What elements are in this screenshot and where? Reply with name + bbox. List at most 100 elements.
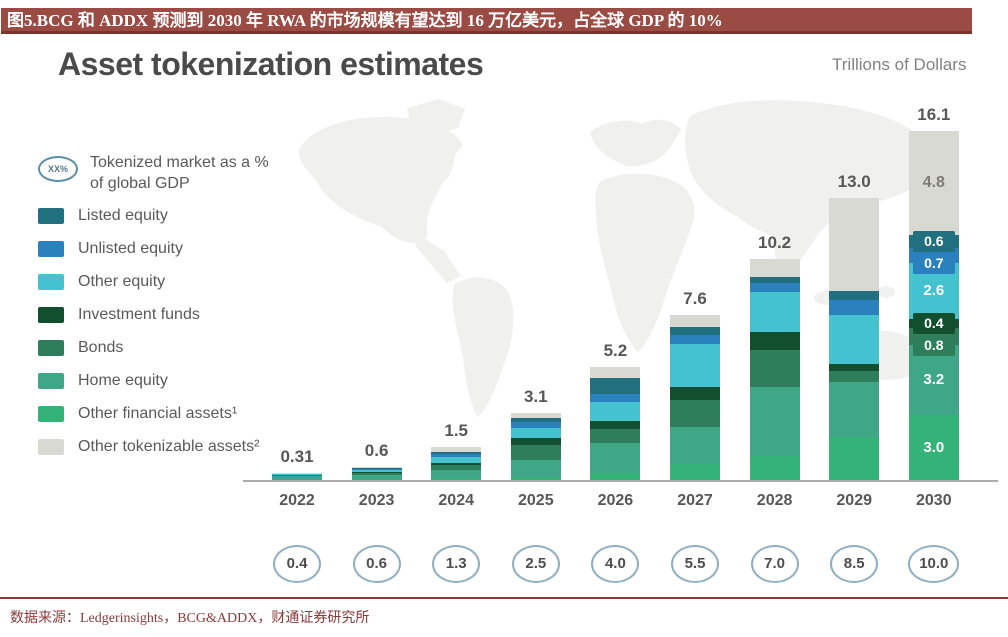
bar-segment-home_equity — [431, 470, 482, 478]
bar-segment-other_financial — [351, 478, 402, 480]
bar-segment-other_equity — [590, 401, 641, 422]
legend-item-other_financial: Other financial assets¹ — [38, 405, 278, 422]
year-label-2030: 2030 — [916, 492, 952, 509]
bar-segment-unlisted_equity — [351, 468, 402, 470]
gdp-percent-oval-2027: 5.5 — [655, 545, 735, 583]
bar-segment-other_financial — [749, 456, 800, 480]
bar-segment-unlisted_equity — [670, 335, 720, 344]
chart-title: Asset tokenization estimates — [58, 46, 484, 82]
gdp-percent-oval-2029: 8.5 — [814, 545, 894, 583]
legend-item-other_tokenizable: Other tokenizable assets² — [38, 438, 278, 455]
segment-value-label: 3.2 — [923, 371, 945, 389]
bar-segment-other_tokenizable — [272, 473, 322, 474]
bar-segment-other_tokenizable — [749, 258, 800, 278]
bar-segment-other_equity — [829, 315, 880, 364]
bar-segment-investment_funds — [431, 462, 482, 465]
segment-value-label: 2.6 — [923, 282, 945, 299]
bar-segment-bonds — [431, 464, 482, 471]
legend-item-label: Other equity — [78, 273, 166, 290]
bar-segment-unlisted_equity — [749, 282, 800, 293]
bar-segment-other_financial — [510, 476, 561, 480]
bar-segment-bonds — [272, 475, 322, 477]
bar-segment-home_equity — [670, 427, 720, 464]
bar-segment-other_equity — [431, 457, 482, 463]
bar-segment-investment_funds — [590, 421, 641, 429]
bar-total-label: 5.2 — [603, 341, 628, 361]
legend-swatch-icon — [38, 274, 64, 290]
legend: XX% Tokenized market as a % of global GD… — [38, 152, 278, 472]
bar-2026 — [590, 367, 641, 480]
year-label-2028: 2028 — [756, 492, 793, 509]
segment-value-label: 4.8 — [922, 173, 945, 191]
gdp-percent-value: 8.5 — [830, 545, 879, 583]
legend-item-label: Listed equity — [78, 207, 168, 224]
bar-total-label: 10.2 — [758, 232, 792, 252]
legend-swatch-icon — [38, 307, 64, 323]
bar-segment-bonds — [749, 349, 800, 387]
bar-segment-home_equity — [272, 476, 322, 480]
bar-segment-home_equity — [749, 386, 800, 457]
bar-2024 — [431, 447, 482, 480]
bar-2025 — [510, 412, 561, 480]
bar-segment-bonds — [510, 445, 561, 461]
gdp-percent-oval-2026: 4.0 — [575, 545, 655, 583]
x-axis-year-labels: 2022 2023 2024 2025 2026 2027 2028 2029 2030 — [0, 492, 1008, 512]
bar-segment-other_tokenizable — [670, 315, 720, 328]
bar-segment-unlisted_equity — [590, 394, 641, 402]
bar-segment-other_financial — [431, 477, 482, 480]
legend-item-label: Other tokenizable assets² — [78, 438, 260, 455]
segment-value-badge: 0.4 — [912, 313, 955, 335]
year-label-2023: 2023 — [358, 492, 395, 509]
footer-divider — [0, 597, 1008, 599]
segment-value-label: 3.0 — [923, 438, 945, 456]
bar-2027 — [670, 315, 720, 480]
legend-swatch-icon — [38, 406, 64, 422]
bar-segment-other_financial — [590, 473, 641, 480]
units-label: Trillions of Dollars — [832, 55, 967, 74]
bar-segment-other_tokenizable — [431, 447, 482, 452]
bar-total-label: 16.1 — [917, 104, 951, 124]
bar-segment-investment_funds — [829, 363, 880, 372]
bar-segment-other_equity — [272, 474, 322, 475]
legend-swatch-icon — [38, 373, 64, 389]
legend-item-home_equity: Home equity — [38, 372, 278, 389]
legend-item-label: Unlisted equity — [78, 240, 183, 257]
bar-segment-bonds — [829, 371, 880, 383]
bar-total-label: 3.1 — [523, 386, 548, 406]
bar-2023 — [351, 466, 402, 480]
bar-segment-other_tokenizable — [590, 367, 641, 379]
segment-value-badge: 0.6 — [912, 230, 955, 252]
report-title-bar: 图5.BCG 和 ADDX 预测到 2030 年 RWA 的市场规模有望达到 1… — [1, 8, 972, 34]
legend-item-label: Investment funds — [78, 306, 200, 323]
legend-item-bonds: Bonds — [38, 339, 278, 356]
legend-item-other_equity: Other equity — [38, 273, 278, 290]
legend-item-label: Bonds — [78, 339, 124, 356]
year-label-2022: 2022 — [279, 492, 315, 509]
gdp-percent-oval-2025: 2.5 — [496, 545, 576, 583]
bar-segment-listed_equity — [749, 277, 800, 283]
bar-segment-other_tokenizable — [829, 197, 880, 292]
legend-item-investment_funds: Investment funds — [38, 306, 278, 323]
gdp-percent-oval-2030: 10.0 — [894, 545, 974, 583]
bar-segment-other_equity — [351, 469, 402, 472]
bar-segment-listed_equity — [351, 468, 402, 469]
data-source-note: 数据来源：Ledgerinsights，BCG&ADDX，财通证券研究所 — [10, 611, 370, 626]
year-label-2027: 2027 — [677, 492, 713, 509]
bar-segment-listed_equity — [829, 291, 880, 300]
gdp-percent-value: 1.3 — [432, 545, 481, 583]
gdp-percent-value: 0.4 — [273, 545, 321, 583]
bar-segment-other_financial — [908, 414, 959, 480]
bar-segment-other_tokenizable — [510, 412, 561, 418]
gdp-percent-ovals-row: 0.4 0.6 1.3 2.5 4.0 5.5 7.0 8.5 10.0 — [0, 545, 1008, 589]
bar-segment-listed_equity — [431, 451, 482, 454]
gdp-percent-value: 5.5 — [671, 545, 719, 583]
bar-segment-other_equity — [670, 343, 720, 388]
gdp-percent-value: 7.0 — [750, 545, 799, 583]
bar-segment-listed_equity — [670, 327, 720, 336]
segment-value-badge: 0.8 — [912, 335, 955, 357]
legend-swatch-icon — [38, 208, 64, 224]
bar-2029 — [829, 197, 880, 480]
gdp-marker-label: Tokenized market as a % of global GDP — [90, 154, 269, 192]
gdp-percent-oval-2024: 1.3 — [416, 545, 496, 583]
year-label-2026: 2026 — [597, 492, 634, 509]
